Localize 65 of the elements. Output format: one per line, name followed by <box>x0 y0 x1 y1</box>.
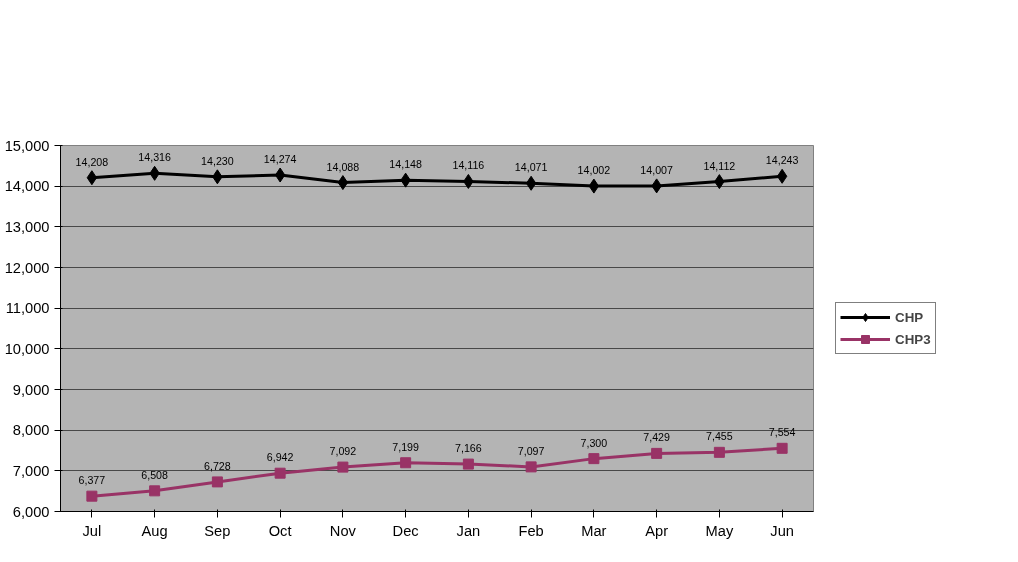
point <box>337 175 349 191</box>
y-tick-label: 11,000 <box>5 300 50 317</box>
y-tick-label: 6,000 <box>12 503 50 520</box>
x-tick-label: Mar <box>581 522 607 539</box>
y-tick-label: 7,000 <box>12 462 50 479</box>
data-label: 6,942 <box>266 451 294 464</box>
data-label: 14,112 <box>703 159 736 172</box>
data-label: 14,116 <box>452 159 485 172</box>
data-label: 14,274 <box>263 153 297 166</box>
data-label: 14,071 <box>514 161 548 174</box>
point <box>149 485 161 497</box>
data-label: 14,088 <box>326 160 360 173</box>
x-tick-label: Nov <box>329 522 357 539</box>
point <box>274 467 286 479</box>
data-label: 14,316 <box>138 151 171 164</box>
legend-label: CHP3 <box>895 331 931 347</box>
data-label: 14,208 <box>75 155 109 168</box>
point <box>86 170 98 186</box>
data-label: 14,007 <box>640 163 673 176</box>
x-tick-label: Feb <box>518 522 544 539</box>
y-tick-label: 9,000 <box>12 381 50 398</box>
point <box>651 447 663 459</box>
point <box>776 442 788 454</box>
point <box>274 167 286 183</box>
point <box>525 461 537 473</box>
y-tick-label: 10,000 <box>4 340 50 357</box>
y-tick-label: 15,000 <box>4 137 50 154</box>
point <box>337 461 349 473</box>
data-label: 7,455 <box>706 430 733 443</box>
y-tick-label: 12,000 <box>4 259 50 276</box>
point <box>713 446 725 458</box>
x-tick-label: Aug <box>141 522 168 539</box>
x-tick-label: Oct <box>268 522 292 539</box>
data-label: 7,166 <box>455 442 482 455</box>
x-tick-label: Jan <box>456 522 481 539</box>
data-label: 7,300 <box>580 436 608 449</box>
legend-label: CHP <box>895 309 924 325</box>
y-tick-label: 14,000 <box>4 178 50 195</box>
data-label: 7,429 <box>643 431 671 444</box>
point <box>776 168 788 184</box>
x-tick-label: Apr <box>645 522 669 539</box>
data-label: 7,092 <box>329 445 357 458</box>
data-label: 14,002 <box>577 164 611 177</box>
point <box>462 458 474 470</box>
data-label: 14,148 <box>389 158 422 171</box>
point <box>86 490 98 502</box>
x-tick-label: Dec <box>392 522 419 539</box>
data-label: 6,377 <box>78 474 106 487</box>
data-label: 7,199 <box>392 440 420 453</box>
x-tick-label: Sep <box>204 522 231 539</box>
y-tick-label: 8,000 <box>12 422 50 439</box>
x-tick-label: Jul <box>82 522 102 539</box>
data-label: 6,508 <box>141 468 169 481</box>
x-tick-label: Jun <box>770 522 794 539</box>
data-label: 6,728 <box>204 459 231 472</box>
data-label: 14,230 <box>201 154 234 167</box>
x-tick-label: May <box>705 522 734 539</box>
data-label: 7,097 <box>517 444 545 457</box>
y-tick-label: 13,000 <box>4 218 50 235</box>
data-label: 14,243 <box>765 154 799 167</box>
point <box>400 457 412 469</box>
point <box>588 453 600 465</box>
point <box>525 175 537 191</box>
point <box>211 476 223 488</box>
point <box>588 178 600 194</box>
